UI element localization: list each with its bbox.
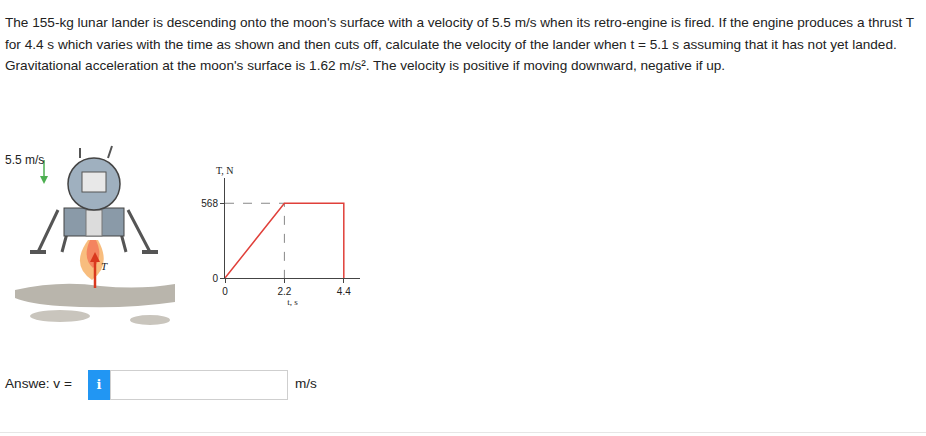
svg-text:2.2: 2.2	[277, 286, 291, 297]
svg-text:0: 0	[222, 286, 228, 297]
html-text:Answe: v =: Answe: v =	[5, 376, 72, 391]
html-text:i: i	[96, 377, 102, 392]
svg-text:t, s: t, s	[287, 297, 298, 307]
svg-text:568: 568	[201, 198, 218, 209]
svg-text:0: 0	[212, 273, 218, 284]
svg-text:T: T	[101, 260, 108, 272]
svg-text:4.4: 4.4	[337, 286, 351, 297]
html-text:The 155-kg lunar lander is des: The 155-kg lunar lander is descending on…	[5, 15, 914, 73]
svg-text:T, N: T, N	[216, 165, 234, 176]
svg-text:5.5 m/s: 5.5 m/s	[5, 153, 44, 167]
html-text:m/s: m/s	[295, 376, 317, 391]
